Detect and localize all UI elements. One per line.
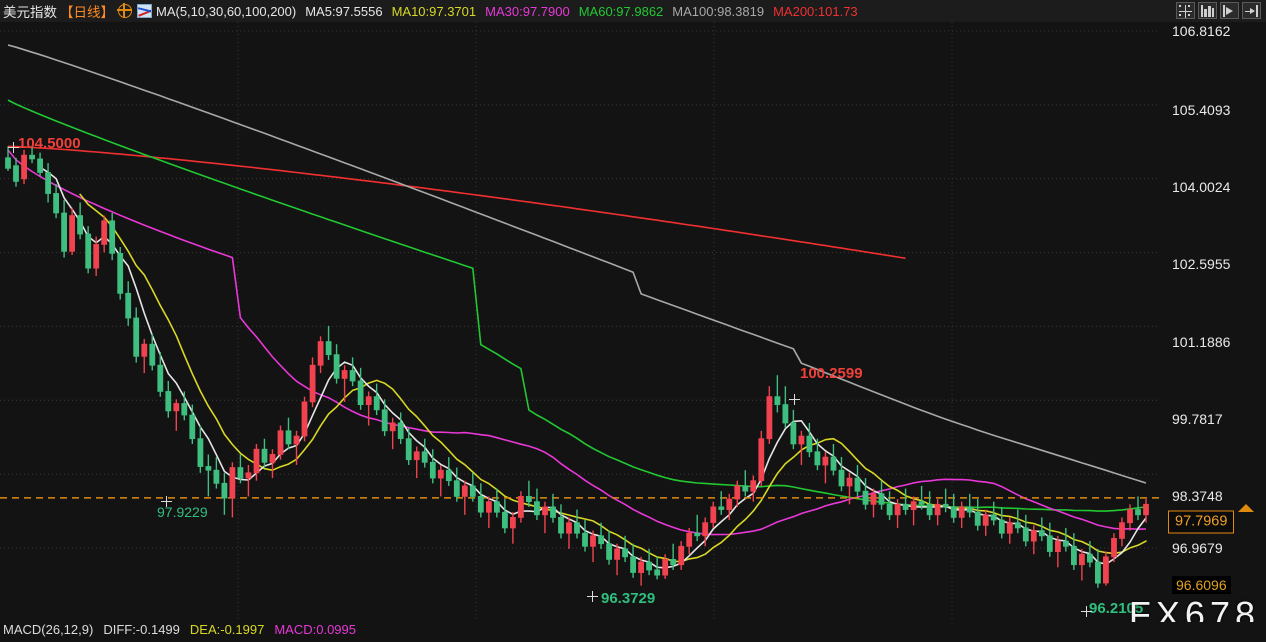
symbol-label: 美元指数: [3, 5, 57, 20]
playback-tool-button[interactable]: [1220, 2, 1239, 19]
period-label: 【日线】: [60, 5, 114, 20]
annotation-low-mid: 96.3729: [601, 590, 656, 607]
macd-macd-label: MACD:0.0995: [274, 622, 356, 637]
crosshair-tool-button[interactable]: [1176, 2, 1195, 19]
ma-definition-label: MA(5,10,30,60,100,200): [156, 3, 297, 19]
shift-right-tool-button[interactable]: [1242, 2, 1261, 19]
crosshair-globe-icon[interactable]: [116, 2, 132, 18]
ma30-value: MA30:97.7900: [485, 3, 570, 19]
marker-cross-low-mid: [587, 591, 598, 602]
chart-indicator-icon[interactable]: [137, 4, 152, 18]
current-price-badge[interactable]: 97.7969: [1168, 510, 1235, 534]
annotation-low-right: 96.2105: [1089, 600, 1144, 617]
ma10-value: MA10:97.3701: [391, 3, 477, 19]
axis-tick-5: 99.7817: [1172, 411, 1223, 427]
ma60-value: MA60:97.9862: [578, 3, 664, 19]
ma5-value: MA5:97.5556: [305, 3, 383, 19]
axis-tick-6: 98.3748: [1172, 488, 1223, 504]
current-price-arrow: [1238, 504, 1254, 512]
macd-title-label: MACD(26,12,9): [3, 622, 94, 637]
marker-cross-low-right: [1081, 606, 1092, 617]
macd-dea-label: DEA:-0.1997: [189, 622, 265, 637]
annotation-high-left: 104.5000: [18, 135, 81, 152]
price-axis[interactable]: 106.8162 105.4093 104.0024 102.5955 101.…: [1160, 22, 1266, 622]
chart-canvas: [0, 22, 1160, 622]
axis-tick-3: 102.5955: [1172, 256, 1231, 272]
hline-price-label: 97.9229: [157, 504, 208, 520]
last-price-badge: 96.6096: [1172, 576, 1231, 594]
axis-tick-0: 106.8162: [1172, 23, 1231, 39]
marker-cross-high-mid: [789, 394, 800, 405]
macd-diff-label: DIFF:-0.1499: [103, 622, 180, 637]
axis-tick-2: 104.0024: [1172, 179, 1231, 195]
candlestick-plot-area[interactable]: 104.5000 100.2599 96.3729 96.2105 97.922…: [0, 22, 1160, 622]
bar-chart-tool-button[interactable]: [1198, 2, 1217, 19]
ma100-value: MA100:98.3819: [672, 3, 765, 19]
axis-tick-4: 101.1886: [1172, 334, 1231, 350]
macd-indicator-panel[interactable]: MACD(26,12,9) DIFF:-0.1499 DEA:-0.1997 M…: [0, 622, 1266, 642]
chart-toolbar: [1176, 2, 1261, 19]
marker-cross-hline: [161, 496, 172, 507]
axis-tick-1: 105.4093: [1172, 102, 1231, 118]
ma200-value: MA200:101.73: [773, 3, 858, 19]
chart-header: 美元指数 【日线】 MA(5,10,30,60,100,200) MA5:97.…: [0, 0, 1266, 22]
axis-tick-7: 96.9679: [1172, 540, 1223, 556]
annotation-high-mid: 100.2599: [800, 365, 863, 382]
marker-cross-high-left: [8, 142, 19, 153]
